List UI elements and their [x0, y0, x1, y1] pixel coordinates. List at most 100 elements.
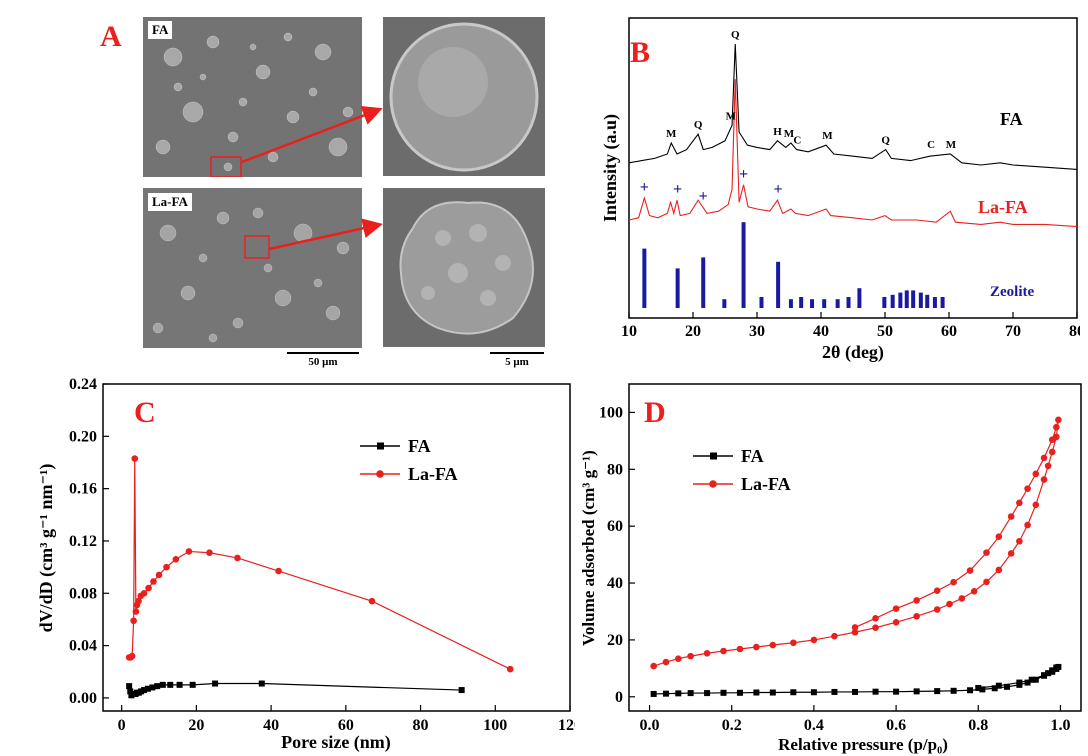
chart-b-xtick-label: 40: [813, 323, 829, 340]
data-point-fa: [967, 687, 974, 694]
scale-bar-5um-label: 5 μm: [505, 356, 529, 368]
data-point-fa: [893, 688, 900, 695]
xtick-label: 0.4: [804, 717, 824, 734]
data-point-fa: [167, 681, 174, 688]
ytick-label: 0: [615, 689, 623, 706]
chart-b-xlabel: 2θ (deg): [822, 342, 884, 363]
chart-c-xlabel: Pore size (nm): [281, 732, 391, 752]
panel-letter-a: A: [100, 20, 122, 53]
chart-b-zeolite-stick: [882, 297, 887, 308]
data-point-la-fa: [970, 587, 978, 595]
data-point-la-fa: [687, 652, 694, 660]
data-point-la-fa: [675, 655, 682, 662]
data-point-fa: [141, 687, 148, 694]
data-point-fa: [790, 689, 797, 696]
panel-letter-d: D: [644, 396, 666, 429]
chart-b-zeolite-stick: [675, 268, 680, 308]
chart-b-xtick-label: 80: [1069, 323, 1080, 340]
data-point-fa: [975, 684, 982, 691]
data-point-la-fa: [913, 597, 920, 604]
data-point-fa: [149, 684, 156, 691]
ytick-label: 100: [599, 404, 623, 421]
sem-lafa-overview: [143, 188, 362, 348]
chart-b-zeolite-stick: [918, 292, 923, 308]
legend-label: La-FA: [741, 474, 791, 494]
chart-b-zeolite-stick: [741, 222, 746, 308]
data-point-fa: [1016, 679, 1023, 686]
data-point-fa: [704, 690, 711, 697]
data-point-la-fa: [145, 584, 152, 592]
data-point-la-fa: [851, 628, 859, 636]
data-point-la-fa: [769, 641, 777, 649]
data-point-la-fa: [933, 606, 941, 613]
data-point-la-fa: [1032, 501, 1040, 509]
chart-b-zeolite-stick: [898, 292, 903, 308]
data-point-fa: [212, 680, 219, 687]
data-point-la-fa: [130, 617, 137, 625]
data-point-la-fa: [650, 662, 657, 670]
chart-b-legend-zeolite: Zeolite: [990, 284, 1034, 300]
scale-bar-50um: 50 μm: [287, 352, 359, 368]
data-point-la-fa: [662, 658, 670, 666]
sem-fa-overview: [143, 17, 362, 177]
data-point-fa: [1045, 670, 1052, 677]
data-point-fa: [934, 688, 941, 695]
chart-b-annotation: Q: [881, 135, 890, 147]
data-point-fa: [1004, 683, 1011, 690]
data-point-la-fa: [1016, 499, 1023, 507]
xtick-label: 0.2: [722, 717, 742, 734]
ytick-label: 20: [607, 632, 623, 649]
data-point-la-fa: [892, 605, 900, 612]
data-point-fa: [979, 686, 986, 693]
data-point-la-fa: [983, 549, 990, 556]
data-point-la-fa: [135, 597, 142, 605]
data-point-la-fa: [172, 555, 180, 563]
legend-marker: [376, 470, 384, 478]
xtick-label: 0: [118, 717, 126, 734]
data-point-la-fa: [1048, 448, 1056, 456]
data-point-la-fa: [1048, 436, 1056, 444]
chart-b-annotation: +: [699, 188, 708, 205]
sem-lafa-overview-image: [143, 188, 362, 348]
legend-label: La-FA: [408, 464, 458, 484]
ytick-label: 40: [607, 575, 623, 592]
legend-label: FA: [408, 436, 431, 456]
data-point-la-fa: [720, 647, 727, 655]
data-point-fa: [258, 680, 265, 687]
chart-b-annotation: Q: [731, 29, 740, 41]
data-point-la-fa: [753, 643, 760, 651]
ytick-label: 0.16: [69, 481, 97, 498]
data-point-la-fa: [995, 566, 1003, 574]
data-point-la-fa: [275, 567, 282, 575]
data-point-la-fa: [150, 578, 157, 585]
data-point-fa: [650, 690, 657, 697]
data-point-la-fa: [950, 578, 957, 586]
chart-b-zeolite-stick: [932, 297, 937, 308]
data-point-la-fa: [1007, 513, 1015, 520]
data-point-fa: [991, 685, 998, 692]
series-line-la-fa: [129, 458, 511, 670]
data-point-la-fa: [831, 632, 838, 640]
panel-letter-b: B: [630, 36, 650, 69]
data-point-fa: [810, 689, 817, 696]
chart-b-annotation: +: [640, 179, 649, 196]
sem-fa-overview-image: [143, 17, 362, 177]
data-point-la-fa: [790, 639, 797, 647]
data-point-la-fa: [185, 548, 193, 555]
chart-b-zeolite-stick: [759, 297, 764, 308]
ytick-label: 0.20: [69, 428, 97, 445]
chart-b-zeolite-stick: [701, 257, 706, 308]
chart-b-xtick-label: 50: [877, 323, 893, 340]
chart-b-annotation: Q: [694, 119, 703, 131]
data-point-la-fa: [1053, 423, 1060, 431]
xtick-label: 20: [188, 717, 204, 734]
data-point-la-fa: [128, 652, 136, 660]
xtick-label: 0.0: [640, 717, 660, 734]
chart-b-annotation: C: [793, 135, 801, 147]
legend-label: FA: [741, 446, 764, 466]
data-point-la-fa: [1055, 416, 1062, 424]
sem-lafa-closeup: [383, 188, 545, 347]
chart-b-xtick-label: 60: [941, 323, 957, 340]
data-point-fa: [1041, 672, 1048, 679]
